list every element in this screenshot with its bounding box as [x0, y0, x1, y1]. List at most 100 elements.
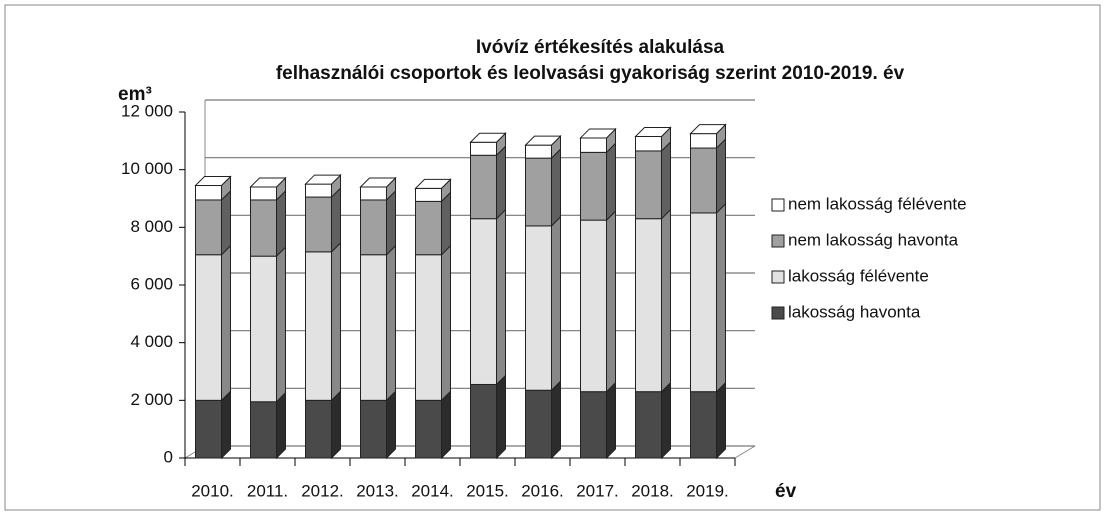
- y-tick-label: 8 000: [130, 217, 173, 236]
- bar: [525, 157, 552, 227]
- x-axis-label: év: [775, 481, 797, 502]
- bar: [415, 254, 442, 401]
- bar: [250, 255, 277, 403]
- bar-side: [331, 241, 341, 402]
- bar: [360, 254, 387, 401]
- bar: [360, 199, 387, 256]
- bar: [635, 391, 662, 459]
- bar: [305, 196, 332, 253]
- bar-side: [551, 215, 561, 392]
- bar-side: [716, 202, 726, 393]
- bar-side: [276, 189, 286, 258]
- bar-top: [249, 177, 287, 188]
- bar-side: [441, 191, 451, 256]
- y-tick-label: 10 000: [121, 159, 173, 178]
- frame: [4, 4, 1101, 511]
- legend-label: nem lakosság havonta: [788, 230, 959, 249]
- bar-side: [331, 186, 341, 254]
- bar-side: [496, 374, 506, 460]
- bar: [635, 150, 662, 220]
- bar-side: [661, 381, 671, 460]
- bar-side: [606, 142, 616, 222]
- bar: [470, 218, 497, 385]
- bar-side: [716, 381, 726, 460]
- legend-swatch: [771, 306, 785, 320]
- legend-label: lakosság havonta: [788, 302, 921, 321]
- bar-side: [661, 208, 671, 393]
- y-tick-label: 12 000: [121, 101, 173, 120]
- bar: [415, 200, 442, 256]
- bar-side: [496, 208, 506, 386]
- x-tick-label: 2014.: [411, 481, 454, 500]
- x-tick-label: 2010.: [191, 481, 234, 500]
- chart-subtitle: felhasználói csoportok és leolvasási gya…: [276, 63, 905, 84]
- legend-label: nem lakosság félévente: [788, 194, 967, 213]
- bar: [690, 212, 717, 393]
- legend-swatch: [771, 234, 785, 248]
- bar: [525, 144, 552, 159]
- y-axis-label: em³: [118, 84, 152, 105]
- bar: [360, 186, 387, 201]
- bar: [195, 399, 222, 459]
- bar-side: [496, 145, 506, 220]
- bar: [415, 399, 442, 459]
- bar-side: [551, 380, 561, 460]
- bar-side: [221, 189, 231, 256]
- bar: [250, 186, 277, 201]
- bar: [250, 199, 277, 257]
- bar-side: [276, 245, 286, 403]
- bar-top: [194, 176, 232, 187]
- bar: [250, 401, 277, 459]
- bar-side: [386, 189, 396, 256]
- bar-top: [304, 174, 342, 185]
- bar-side: [331, 390, 341, 460]
- bar-side: [386, 244, 396, 402]
- bar-side: [221, 390, 231, 460]
- bar-side: [221, 244, 231, 402]
- bar: [305, 399, 332, 459]
- y-tick-label: 0: [164, 447, 173, 466]
- y-tick-label: 2 000: [130, 390, 173, 409]
- bar-side: [441, 244, 451, 402]
- bar-top: [359, 177, 397, 188]
- bar: [690, 391, 717, 459]
- x-tick-label: 2015.: [466, 481, 509, 500]
- y-tick-label: 6 000: [130, 274, 173, 293]
- bar: [580, 137, 607, 153]
- bar: [635, 218, 662, 393]
- bar-top: [634, 127, 672, 138]
- legend-swatch: [771, 270, 785, 284]
- x-tick-label: 2016.: [521, 481, 564, 500]
- bar: [580, 391, 607, 459]
- floor-edge: [734, 445, 756, 459]
- bar: [690, 147, 717, 214]
- bar-top: [414, 178, 452, 189]
- bar: [690, 133, 717, 149]
- bar: [525, 225, 552, 391]
- bar-top: [579, 128, 617, 139]
- bar: [470, 154, 497, 220]
- bar: [525, 389, 552, 459]
- bar: [470, 141, 497, 156]
- y-tick-label: 4 000: [130, 332, 173, 351]
- bar-side: [276, 391, 286, 460]
- bar-side: [661, 140, 671, 220]
- bar: [195, 254, 222, 401]
- x-tick-label: 2011.: [247, 481, 288, 500]
- bar-side: [606, 381, 616, 460]
- bar: [580, 219, 607, 393]
- bar-side: [716, 137, 726, 215]
- bar-top: [469, 132, 507, 143]
- x-tick-label: 2017.: [576, 481, 619, 500]
- legend-swatch: [771, 198, 785, 212]
- bar: [580, 151, 607, 221]
- bar-top: [689, 124, 727, 135]
- bar: [195, 185, 222, 201]
- x-tick-label: 2018.: [631, 481, 674, 500]
- legend-label: lakosság félévente: [788, 266, 929, 285]
- bar-side: [606, 209, 616, 393]
- bar: [305, 251, 332, 401]
- bar: [470, 383, 497, 459]
- chart-title: Ivóvíz értékesítés alakulása: [476, 37, 725, 58]
- bar-side: [386, 390, 396, 460]
